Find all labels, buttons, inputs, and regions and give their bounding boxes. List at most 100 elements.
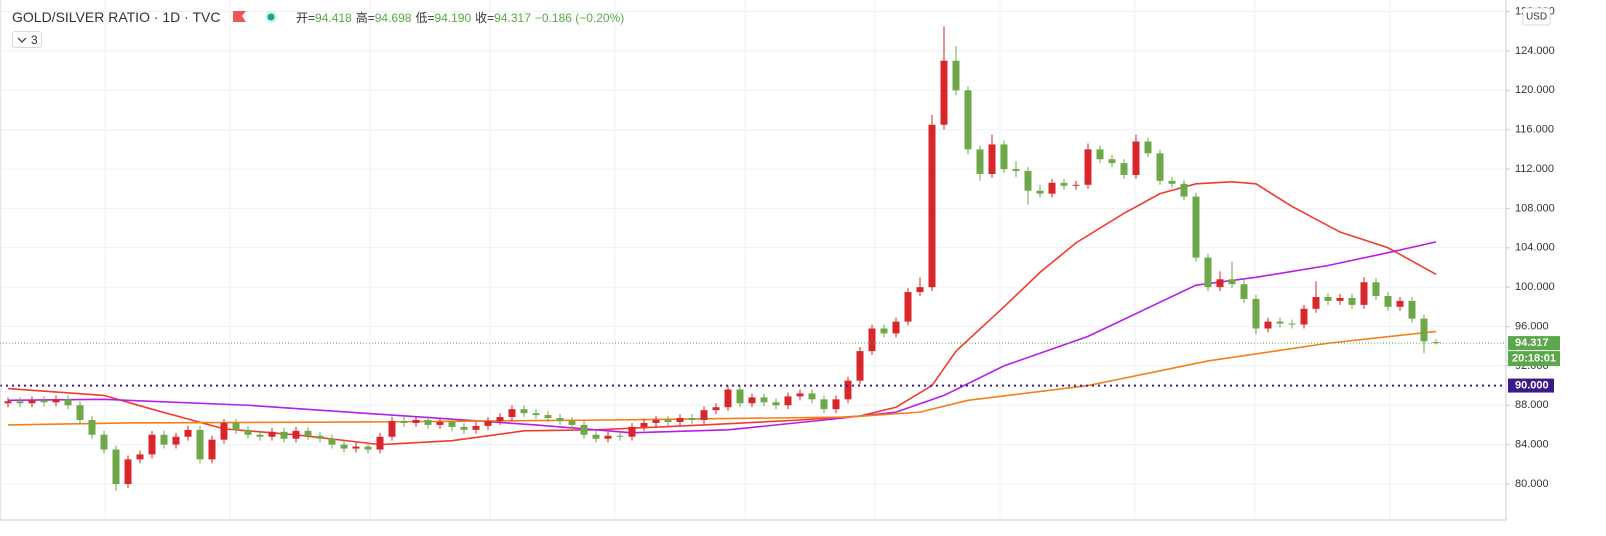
indicators-toggle[interactable]: 3: [12, 31, 42, 48]
candle-body: [760, 397, 768, 403]
candle-body: [532, 413, 540, 416]
candle-body: [508, 409, 516, 418]
candle-body: [700, 410, 708, 421]
candle-body: [748, 397, 756, 404]
candle-body: [208, 439, 216, 460]
candle-body: [724, 389, 732, 408]
candle-body: [544, 415, 552, 419]
legend-change: −0.186 (−0.20%): [534, 11, 625, 25]
y-tick-label: 100.000: [1515, 281, 1555, 293]
candle-body: [100, 434, 108, 450]
candle-body: [1084, 149, 1092, 185]
candle-body: [1216, 279, 1224, 288]
legend-label: 开=: [296, 11, 316, 25]
candle-body: [736, 389, 744, 404]
candle-body: [1360, 282, 1368, 305]
legend-label: 低=: [415, 11, 435, 25]
candle-body: [280, 431, 288, 439]
candle-body: [232, 422, 240, 430]
candle-body: [856, 351, 864, 381]
candle-body: [976, 149, 984, 174]
candle-body: [364, 446, 372, 450]
candle-body: [52, 399, 60, 403]
candle-body: [568, 420, 576, 425]
candle-body: [1432, 342, 1440, 344]
candle-body: [16, 401, 24, 404]
y-axis: 80.00084.00088.00092.00096.000100.000104…: [1506, 5, 1560, 490]
candle-body: [496, 417, 504, 421]
candle-body: [376, 436, 384, 450]
candle-body: [304, 430, 312, 436]
candle-body: [1396, 300, 1404, 307]
candle-body: [400, 420, 408, 423]
candle-body: [1012, 169, 1020, 172]
grid: [0, 11, 1506, 485]
candle-body: [256, 434, 264, 437]
candle-body: [1408, 300, 1416, 319]
candle-body: [148, 434, 156, 455]
legend-value: 94.698: [374, 11, 412, 25]
legend-value: 94.190: [434, 11, 472, 25]
legend-value: 94.317: [494, 11, 531, 25]
candle-body: [76, 405, 84, 421]
alert-label: 90.000: [1515, 379, 1549, 391]
candle-body: [1180, 183, 1188, 197]
candle-body: [472, 425, 480, 430]
chart-title: GOLD/SILVER RATIO · 1D · TVC: [12, 9, 221, 25]
legend-label: 高=: [355, 11, 375, 25]
candle-body: [1228, 279, 1236, 285]
candle-body: [784, 396, 792, 406]
status-dot: [267, 13, 275, 21]
flag-icon[interactable]: [233, 11, 246, 22]
candle-body: [316, 435, 324, 439]
candle-body: [448, 421, 456, 427]
candle-body: [712, 407, 720, 411]
y-tick-label: 88.000: [1515, 399, 1549, 411]
y-tick-label: 116.000: [1515, 124, 1554, 136]
candle-body: [172, 436, 180, 445]
y-tick-label: 124.000: [1515, 45, 1555, 57]
candle-body: [1060, 182, 1068, 186]
legend-value: 94.418: [315, 11, 352, 25]
candle-body: [688, 418, 696, 421]
candle-body: [124, 459, 132, 484]
candle-body: [1072, 184, 1080, 186]
candle-body: [616, 435, 624, 437]
candle-body: [184, 429, 192, 437]
candle-body: [112, 449, 120, 484]
candle-body: [664, 420, 672, 422]
ohlc-legend: 开=94.418 高=94.698 低=94.190 收=94.317 −0.186 (…: [296, 9, 628, 26]
countdown: 20:18:01: [1512, 352, 1556, 364]
y-tick-label: 80.000: [1515, 478, 1549, 490]
candle-body: [556, 418, 564, 421]
candle-body: [1096, 149, 1104, 160]
candle-body: [1000, 144, 1008, 170]
candle-body: [1168, 180, 1176, 184]
candle-body: [772, 402, 780, 406]
candle-body: [628, 426, 636, 437]
candle-body: [820, 399, 828, 410]
candle-body: [1252, 298, 1260, 329]
candle-body: [592, 434, 600, 439]
candle-body: [340, 444, 348, 449]
candle-body: [88, 420, 96, 435]
candle-body: [424, 420, 432, 425]
candle-body: [1156, 153, 1164, 181]
candle-body: [1336, 297, 1344, 301]
candle-body: [916, 287, 924, 293]
candle-body: [4, 401, 12, 404]
candle-body: [652, 420, 660, 423]
currency: USD: [1526, 12, 1547, 23]
candle-body: [64, 399, 72, 406]
candle-body: [520, 409, 528, 414]
currency-box[interactable]: [1522, 7, 1551, 26]
chevron: [17, 37, 27, 43]
candle-body: [1132, 141, 1140, 175]
candle-body: [220, 422, 228, 440]
candle-body: [292, 430, 300, 439]
candle-body: [1312, 296, 1320, 309]
countdown-box: [1508, 351, 1560, 367]
y-tick-label: 108.000: [1515, 202, 1555, 214]
